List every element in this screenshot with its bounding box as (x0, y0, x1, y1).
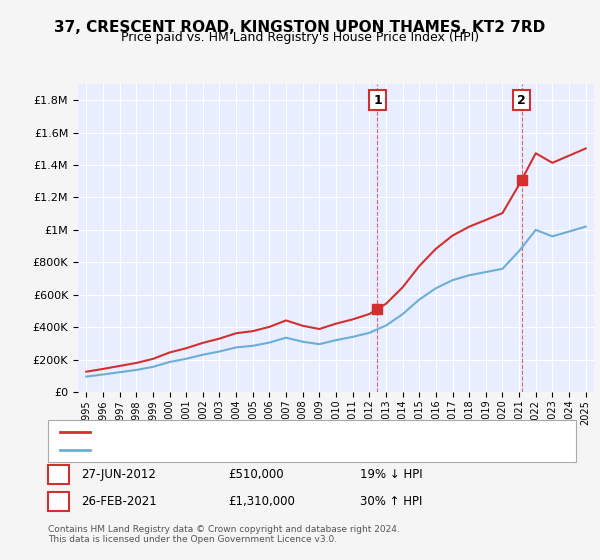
Text: 27-JUN-2012: 27-JUN-2012 (81, 468, 156, 481)
Text: Price paid vs. HM Land Registry's House Price Index (HPI): Price paid vs. HM Land Registry's House … (121, 31, 479, 44)
Text: 30% ↑ HPI: 30% ↑ HPI (360, 494, 422, 508)
Text: 26-FEB-2021: 26-FEB-2021 (81, 494, 157, 508)
Text: 19% ↓ HPI: 19% ↓ HPI (360, 468, 422, 481)
Text: HPI: Average price, detached house, Kingston upon Thames: HPI: Average price, detached house, King… (96, 445, 409, 455)
Text: 37, CRESCENT ROAD, KINGSTON UPON THAMES, KT2 7RD (detached house): 37, CRESCENT ROAD, KINGSTON UPON THAMES,… (96, 427, 491, 437)
Text: 37, CRESCENT ROAD, KINGSTON UPON THAMES, KT2 7RD: 37, CRESCENT ROAD, KINGSTON UPON THAMES,… (55, 20, 545, 35)
Text: £1,310,000: £1,310,000 (228, 494, 295, 508)
Text: 2: 2 (517, 94, 526, 107)
Text: 1: 1 (54, 468, 63, 481)
Text: 2: 2 (54, 494, 63, 508)
Text: £510,000: £510,000 (228, 468, 284, 481)
Text: 1: 1 (373, 94, 382, 107)
Text: Contains HM Land Registry data © Crown copyright and database right 2024.
This d: Contains HM Land Registry data © Crown c… (48, 525, 400, 544)
